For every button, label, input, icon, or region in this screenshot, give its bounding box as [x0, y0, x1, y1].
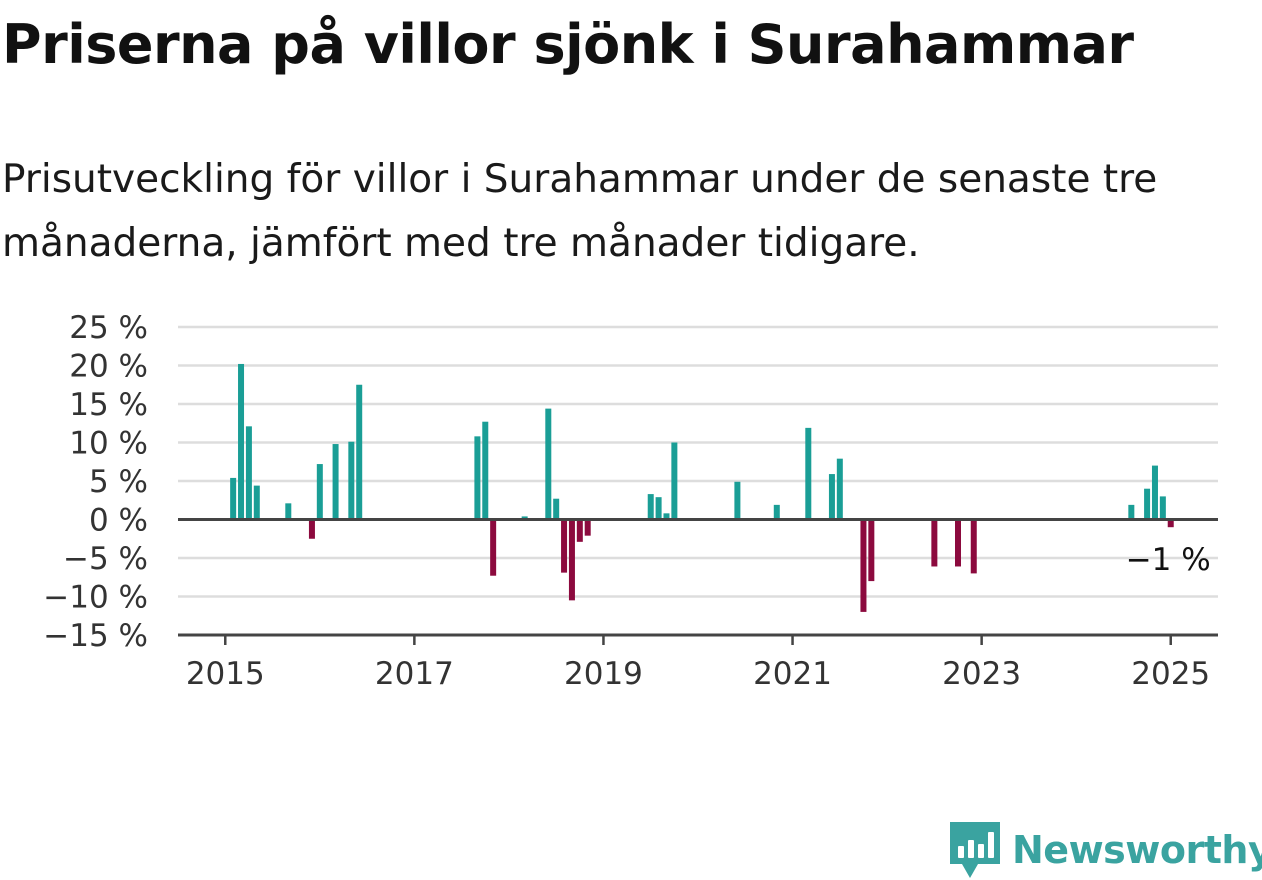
y-tick-label: −5 % — [63, 541, 148, 577]
bars — [230, 363, 1174, 612]
bar — [655, 497, 662, 520]
x-tick-label: 2025 — [1131, 656, 1210, 692]
chart-title: Priserna på villor sjönk i Surahammar — [2, 13, 1134, 76]
bar — [238, 363, 245, 520]
y-tick-label: 25 % — [69, 310, 148, 346]
bar — [647, 494, 654, 520]
bar — [553, 498, 560, 520]
y-axis-ticks: 25 %20 %15 %10 %5 %0 %−5 %−10 %−15 % — [43, 310, 148, 654]
y-tick-label: 0 % — [89, 503, 148, 539]
y-tick-label: 10 % — [69, 426, 148, 462]
newsworthy-logo-icon — [950, 822, 1000, 878]
y-tick-label: −15 % — [43, 618, 148, 654]
bar — [308, 519, 315, 539]
bar — [521, 516, 528, 520]
bar — [561, 519, 568, 573]
bar — [1144, 488, 1151, 520]
chart-subtitle: Prisutveckling för villor i Surahammar u… — [2, 157, 1158, 266]
bar — [245, 426, 252, 520]
x-tick-label: 2023 — [942, 656, 1021, 692]
bar-chart: 25 %20 %15 %10 %5 %0 %−5 %−10 %−15 % 201… — [43, 310, 1218, 692]
y-tick-label: 5 % — [89, 464, 148, 500]
bar — [230, 477, 237, 520]
bar — [482, 421, 489, 520]
bar — [836, 458, 843, 520]
bar — [931, 519, 938, 567]
bar — [285, 503, 292, 520]
bar — [734, 481, 741, 520]
bar — [545, 408, 552, 520]
bar — [970, 519, 977, 574]
bar — [1159, 496, 1166, 520]
y-tick-label: 15 % — [69, 387, 148, 423]
bar — [356, 384, 363, 520]
x-tick-label: 2021 — [753, 656, 832, 692]
bar — [348, 441, 355, 520]
bar — [868, 519, 875, 582]
bar — [671, 442, 678, 520]
bar — [576, 519, 583, 542]
bar — [584, 519, 591, 536]
latest-value-annotation: −1 % — [1126, 542, 1211, 578]
y-tick-label: 20 % — [69, 349, 148, 385]
bar — [1151, 465, 1158, 520]
bar — [474, 436, 481, 520]
bar — [316, 464, 323, 520]
x-axis-ticks: 2015 2017 2019 2021 2023 2025 — [186, 635, 1210, 692]
bar — [955, 519, 961, 567]
axes — [178, 518, 1218, 637]
bar — [773, 504, 780, 520]
bar — [1167, 519, 1174, 528]
y-tick-label: −10 % — [43, 580, 148, 616]
bar — [253, 485, 260, 520]
bar — [568, 519, 575, 601]
x-tick-label: 2019 — [564, 656, 643, 692]
brand-logo: Newsworthy — [950, 820, 1262, 880]
bar — [490, 519, 497, 576]
bar — [663, 513, 670, 520]
bar — [860, 519, 867, 612]
bar — [1128, 504, 1135, 520]
bar — [828, 474, 835, 520]
x-tick-label: 2017 — [375, 656, 454, 692]
bar — [805, 427, 812, 520]
brand-name: Newsworthy — [1012, 828, 1262, 872]
x-tick-label: 2015 — [186, 656, 265, 692]
bar — [332, 444, 339, 520]
